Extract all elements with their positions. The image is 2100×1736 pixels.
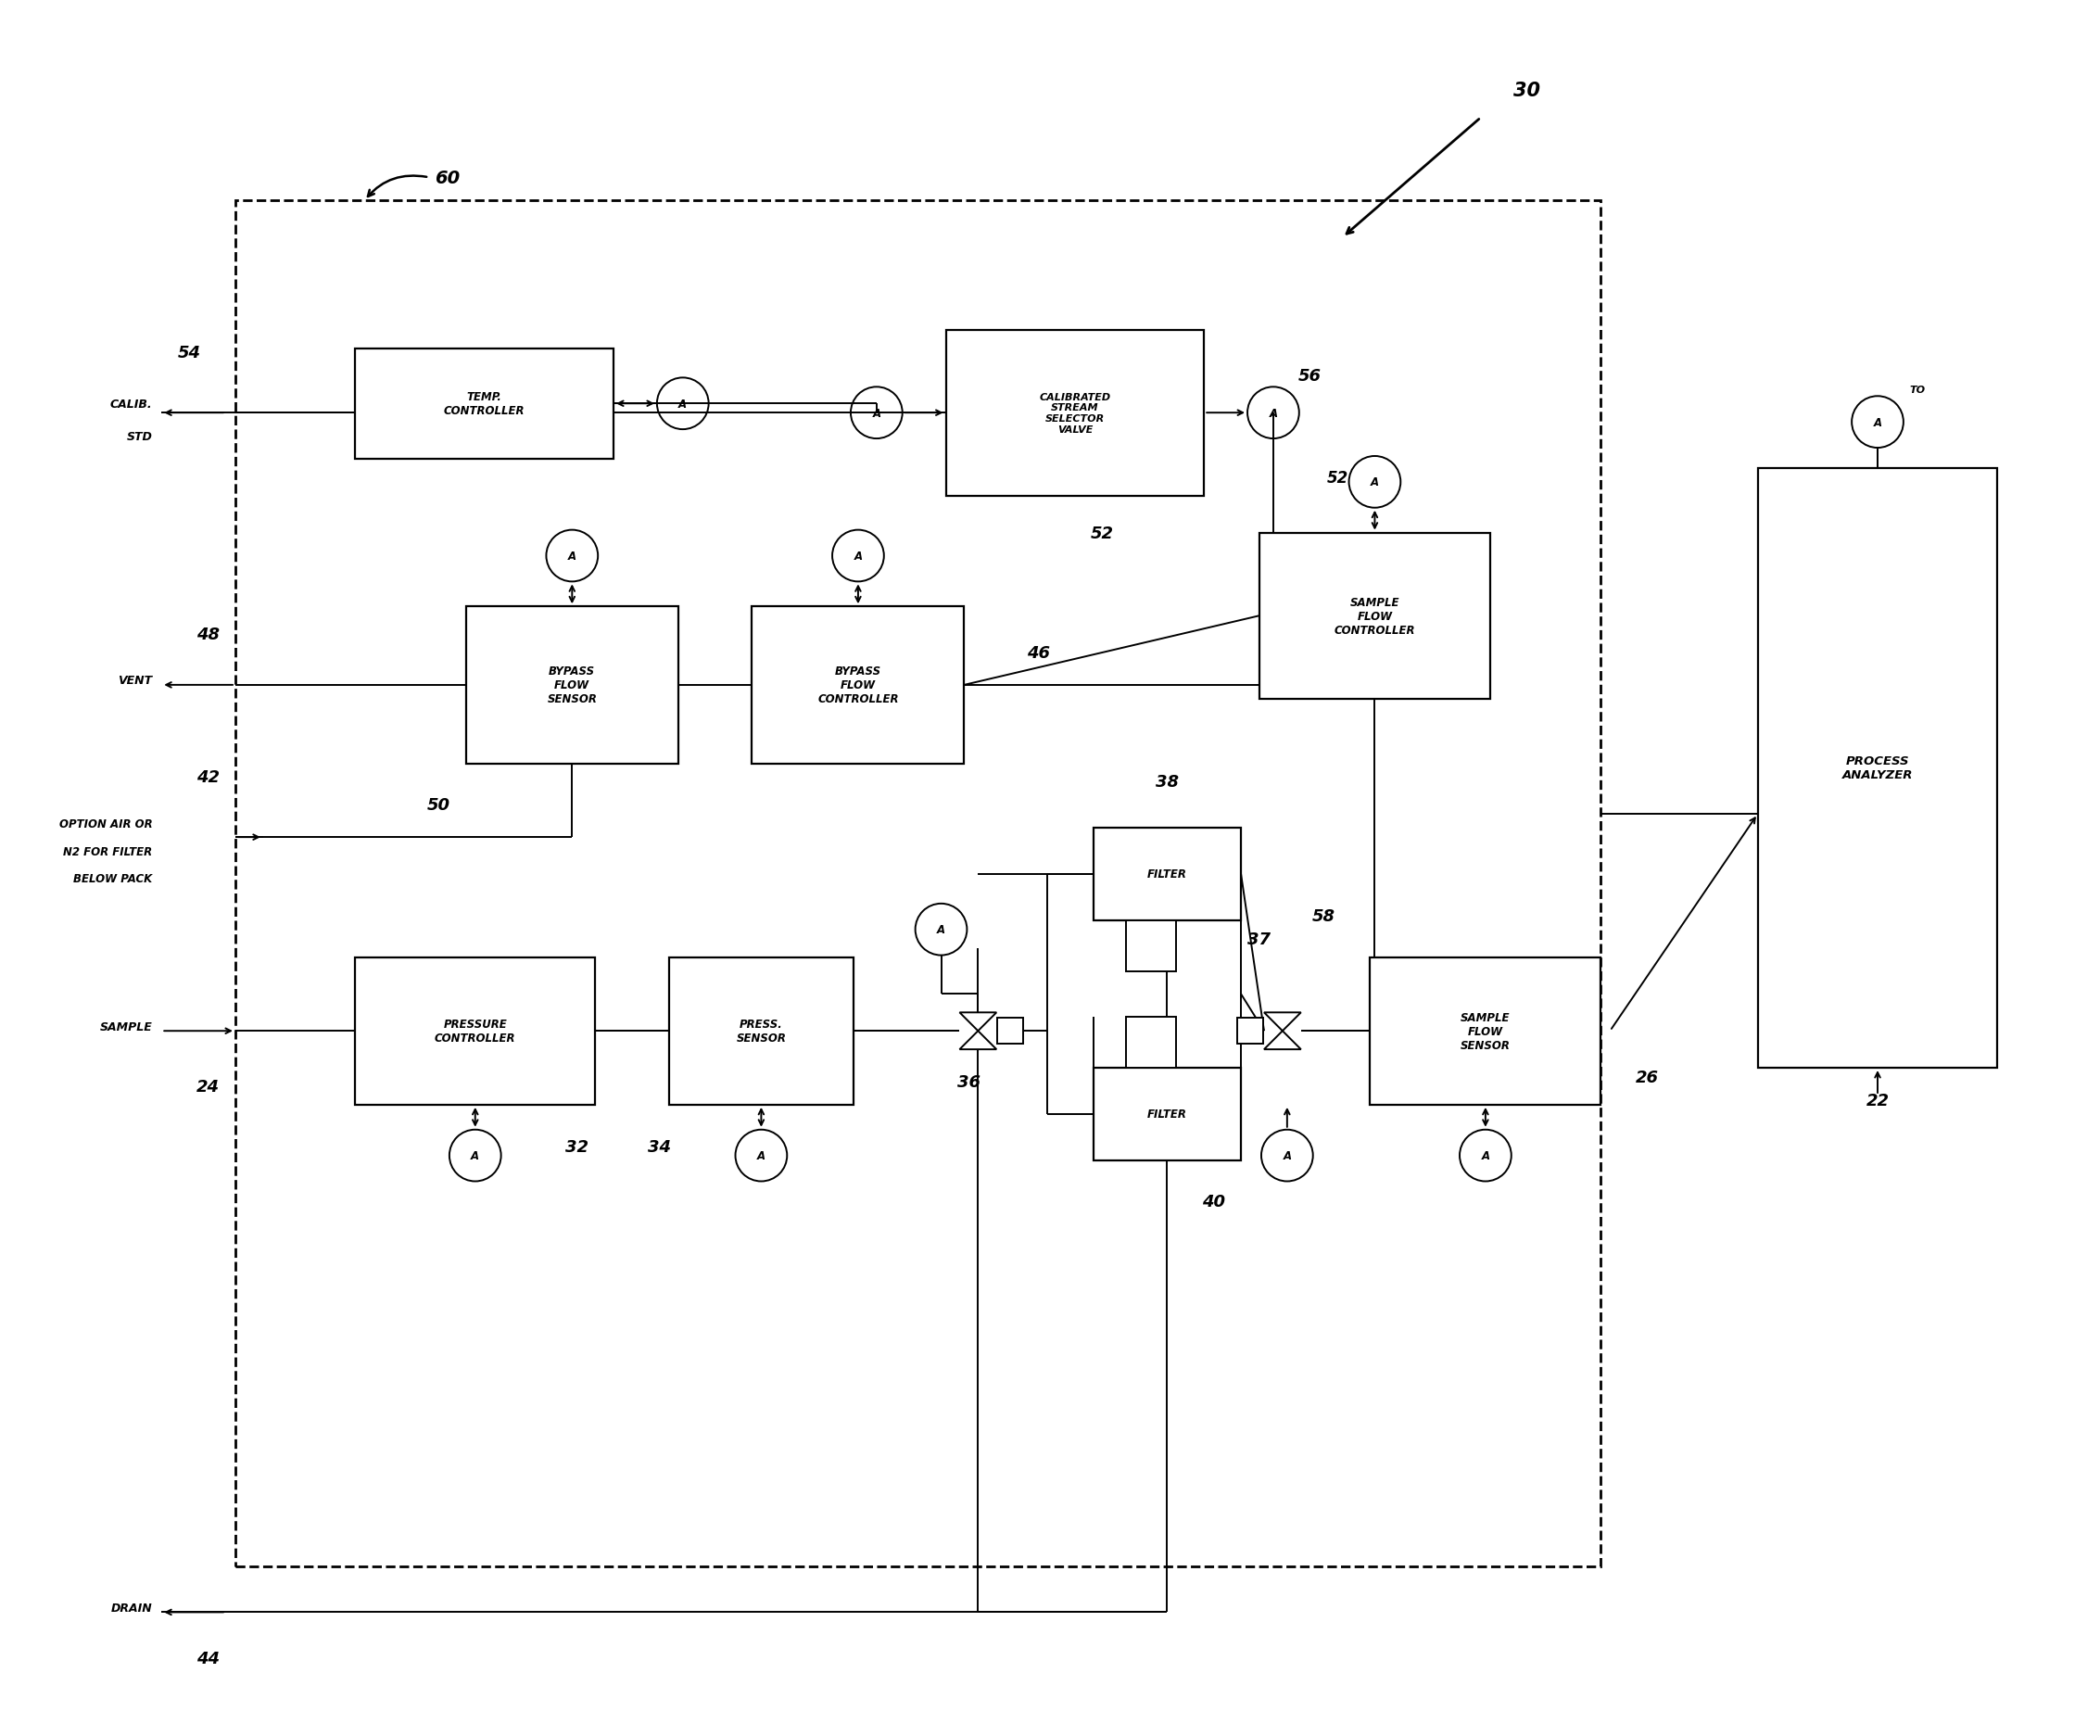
Text: BELOW PACK: BELOW PACK [74,873,153,885]
Text: 54: 54 [178,345,202,361]
Text: TO: TO [1909,385,1926,394]
Text: 22: 22 [1867,1092,1890,1109]
FancyBboxPatch shape [1126,1017,1176,1068]
FancyBboxPatch shape [1237,1019,1262,1043]
Text: 56: 56 [1298,368,1321,385]
FancyBboxPatch shape [355,349,613,460]
Text: CALIB.: CALIB. [109,398,153,410]
FancyBboxPatch shape [355,958,594,1106]
Text: 44: 44 [195,1649,218,1667]
Text: 42: 42 [195,769,218,786]
Text: A: A [756,1149,764,1161]
Text: STD: STD [126,431,153,443]
FancyBboxPatch shape [466,608,678,764]
Text: 24: 24 [195,1078,218,1095]
Text: TEMP.
CONTROLLER: TEMP. CONTROLLER [443,391,525,417]
FancyBboxPatch shape [1094,828,1241,920]
Text: A: A [1480,1149,1489,1161]
Text: A: A [1283,1149,1292,1161]
Text: 46: 46 [1027,644,1050,661]
Text: DRAIN: DRAIN [111,1602,153,1614]
Text: OPTION AIR OR: OPTION AIR OR [59,818,153,830]
Text: 34: 34 [649,1139,672,1154]
Text: 26: 26 [1636,1069,1659,1085]
Text: SAMPLE
FLOW
CONTROLLER: SAMPLE FLOW CONTROLLER [1334,595,1415,635]
Text: 50: 50 [426,797,449,814]
Text: 48: 48 [195,627,218,642]
Polygon shape [960,1031,998,1050]
Text: VENT: VENT [118,675,153,687]
Text: A: A [855,550,863,562]
Text: SAMPLE
FLOW
SENSOR: SAMPLE FLOW SENSOR [1459,1012,1510,1052]
Text: FILTER: FILTER [1147,1108,1186,1120]
Text: A: A [678,398,687,410]
Polygon shape [960,1012,998,1031]
Text: PROCESS
ANALYZER: PROCESS ANALYZER [1842,755,1913,781]
Text: 40: 40 [1201,1194,1224,1210]
Text: A: A [872,408,880,420]
FancyBboxPatch shape [1126,920,1176,970]
Text: 37: 37 [1247,930,1270,948]
Text: A: A [937,924,945,936]
FancyBboxPatch shape [945,330,1203,496]
Text: 36: 36 [958,1073,981,1090]
Text: A: A [1371,476,1380,488]
Text: PRESSURE
CONTROLLER: PRESSURE CONTROLLER [435,1019,517,1045]
Text: FILTER: FILTER [1147,868,1186,880]
Polygon shape [1264,1012,1302,1031]
Polygon shape [1264,1031,1302,1050]
Text: CALIBRATED
STREAM
SELECTOR
VALVE: CALIBRATED STREAM SELECTOR VALVE [1040,392,1111,434]
Text: A: A [567,550,575,562]
Text: 58: 58 [1312,908,1336,924]
Text: BYPASS
FLOW
SENSOR: BYPASS FLOW SENSOR [548,665,596,705]
FancyBboxPatch shape [752,608,964,764]
Text: 52: 52 [1327,469,1348,486]
Text: A: A [1873,417,1882,429]
Text: A: A [470,1149,479,1161]
Text: 52: 52 [1092,524,1115,542]
FancyBboxPatch shape [1094,1068,1241,1160]
FancyBboxPatch shape [1369,958,1600,1106]
FancyBboxPatch shape [1260,533,1491,700]
Text: SAMPLE: SAMPLE [99,1021,153,1033]
Text: 30: 30 [1514,82,1541,99]
Text: BYPASS
FLOW
CONTROLLER: BYPASS FLOW CONTROLLER [817,665,899,705]
Text: 60: 60 [435,170,460,187]
FancyBboxPatch shape [670,958,853,1106]
FancyBboxPatch shape [997,1019,1023,1043]
Text: PRESS.
SENSOR: PRESS. SENSOR [737,1019,785,1045]
Text: N2 FOR FILTER: N2 FOR FILTER [63,845,153,858]
Text: A: A [1268,408,1277,420]
Text: 32: 32 [565,1139,588,1154]
Text: 38: 38 [1155,774,1178,790]
FancyBboxPatch shape [1758,469,1997,1068]
